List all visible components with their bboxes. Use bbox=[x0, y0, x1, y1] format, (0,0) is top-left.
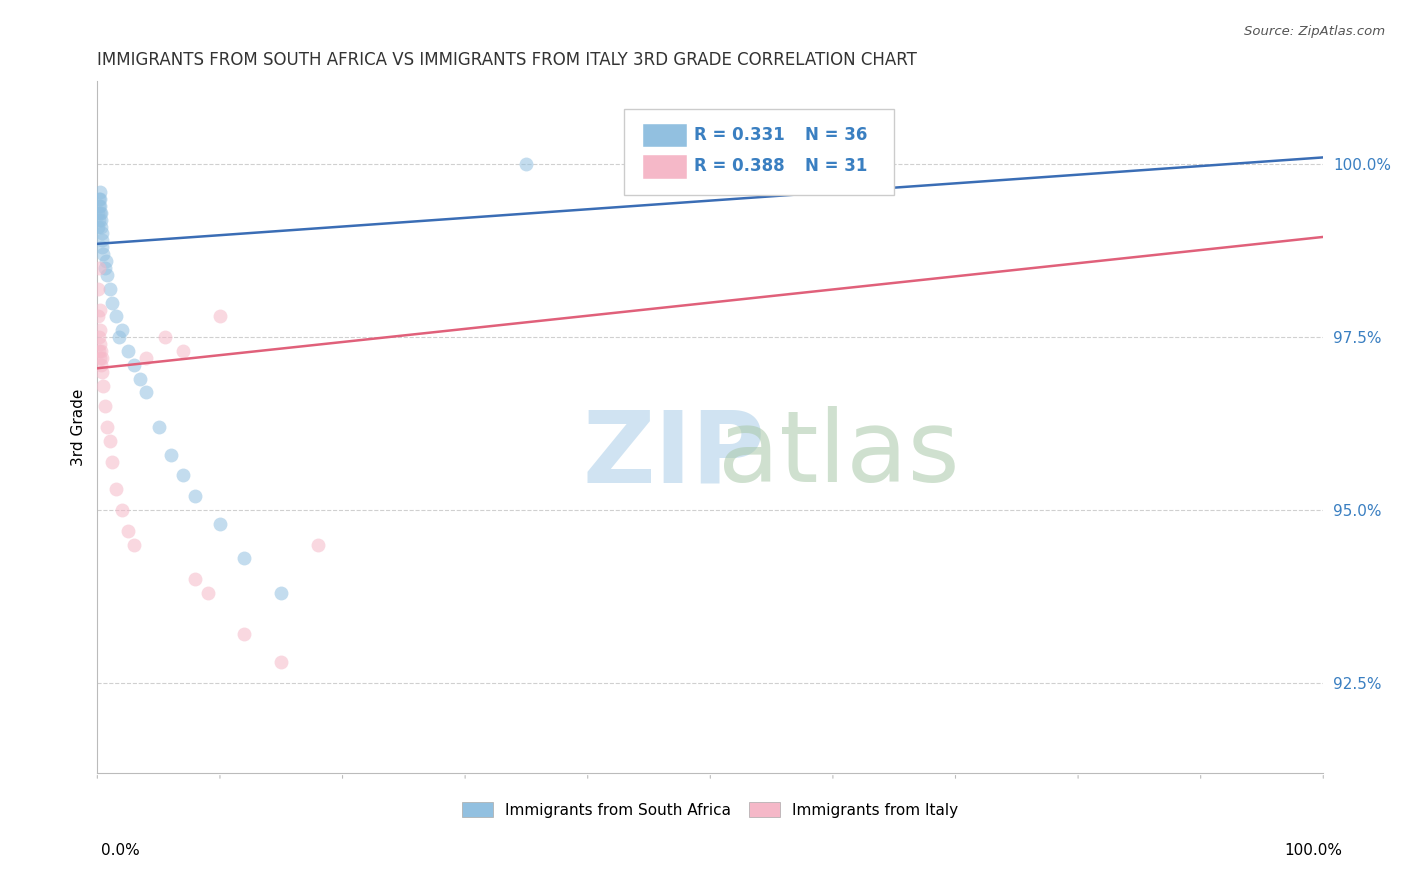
Point bbox=[91, 240, 114, 254]
Point bbox=[208, 310, 231, 324]
Point bbox=[96, 420, 118, 434]
Text: R = 0.331: R = 0.331 bbox=[695, 126, 785, 144]
Point bbox=[87, 205, 110, 219]
Point bbox=[87, 260, 110, 275]
Point bbox=[184, 572, 207, 586]
Point bbox=[160, 448, 183, 462]
Point bbox=[515, 157, 537, 171]
Text: atlas: atlas bbox=[718, 406, 960, 503]
Legend: Immigrants from South Africa, Immigrants from Italy: Immigrants from South Africa, Immigrants… bbox=[456, 796, 965, 824]
Point bbox=[93, 399, 115, 413]
Point bbox=[91, 233, 114, 247]
Point bbox=[90, 205, 112, 219]
Text: Source: ZipAtlas.com: Source: ZipAtlas.com bbox=[1244, 25, 1385, 38]
Point bbox=[184, 489, 207, 503]
Point bbox=[89, 192, 111, 206]
Point bbox=[93, 378, 115, 392]
Point bbox=[87, 199, 110, 213]
Point bbox=[148, 420, 170, 434]
Point bbox=[94, 254, 117, 268]
Point bbox=[90, 227, 112, 241]
Point bbox=[172, 468, 194, 483]
Text: N = 31: N = 31 bbox=[804, 157, 868, 176]
Point bbox=[90, 212, 112, 227]
Point bbox=[89, 351, 111, 365]
Point bbox=[101, 455, 124, 469]
Point bbox=[90, 358, 112, 372]
Point bbox=[101, 295, 124, 310]
Point bbox=[233, 551, 256, 566]
Point bbox=[270, 586, 292, 600]
Point bbox=[87, 330, 110, 344]
Point bbox=[111, 503, 134, 517]
Point bbox=[208, 516, 231, 531]
Point bbox=[135, 385, 157, 400]
Point bbox=[153, 330, 176, 344]
Point bbox=[108, 330, 131, 344]
Point bbox=[104, 483, 127, 497]
Point bbox=[270, 655, 292, 669]
Point bbox=[96, 268, 118, 282]
Point bbox=[122, 538, 145, 552]
Point bbox=[90, 365, 112, 379]
FancyBboxPatch shape bbox=[624, 109, 894, 195]
Point bbox=[93, 247, 115, 261]
Point bbox=[90, 343, 112, 358]
Point bbox=[172, 343, 194, 358]
Point bbox=[98, 282, 121, 296]
Point bbox=[87, 219, 110, 234]
Point bbox=[197, 586, 219, 600]
Point bbox=[93, 260, 115, 275]
Point bbox=[111, 323, 134, 337]
Text: N = 36: N = 36 bbox=[804, 126, 868, 144]
Point bbox=[233, 627, 256, 641]
Point bbox=[89, 205, 111, 219]
Point bbox=[89, 343, 111, 358]
Point bbox=[89, 337, 111, 351]
Point bbox=[122, 358, 145, 372]
Point bbox=[89, 212, 111, 227]
Text: R = 0.388: R = 0.388 bbox=[695, 157, 785, 176]
Point bbox=[89, 302, 111, 317]
Point bbox=[87, 310, 110, 324]
Point bbox=[89, 323, 111, 337]
Point bbox=[98, 434, 121, 448]
FancyBboxPatch shape bbox=[643, 155, 688, 178]
Point bbox=[117, 524, 139, 538]
Point bbox=[89, 199, 111, 213]
Text: 0.0%: 0.0% bbox=[101, 843, 141, 858]
Y-axis label: 3rd Grade: 3rd Grade bbox=[72, 388, 86, 466]
Text: 100.0%: 100.0% bbox=[1285, 843, 1343, 858]
Point bbox=[91, 351, 114, 365]
Point bbox=[90, 219, 112, 234]
Point bbox=[117, 343, 139, 358]
Point bbox=[104, 310, 127, 324]
Point bbox=[135, 351, 157, 365]
FancyBboxPatch shape bbox=[643, 123, 688, 147]
Point bbox=[89, 185, 111, 199]
Point bbox=[87, 192, 110, 206]
Text: IMMIGRANTS FROM SOUTH AFRICA VS IMMIGRANTS FROM ITALY 3RD GRADE CORRELATION CHAR: IMMIGRANTS FROM SOUTH AFRICA VS IMMIGRAN… bbox=[97, 51, 917, 69]
Point bbox=[87, 282, 110, 296]
Point bbox=[129, 371, 152, 385]
Text: ZIP: ZIP bbox=[582, 406, 765, 503]
Point bbox=[307, 538, 329, 552]
